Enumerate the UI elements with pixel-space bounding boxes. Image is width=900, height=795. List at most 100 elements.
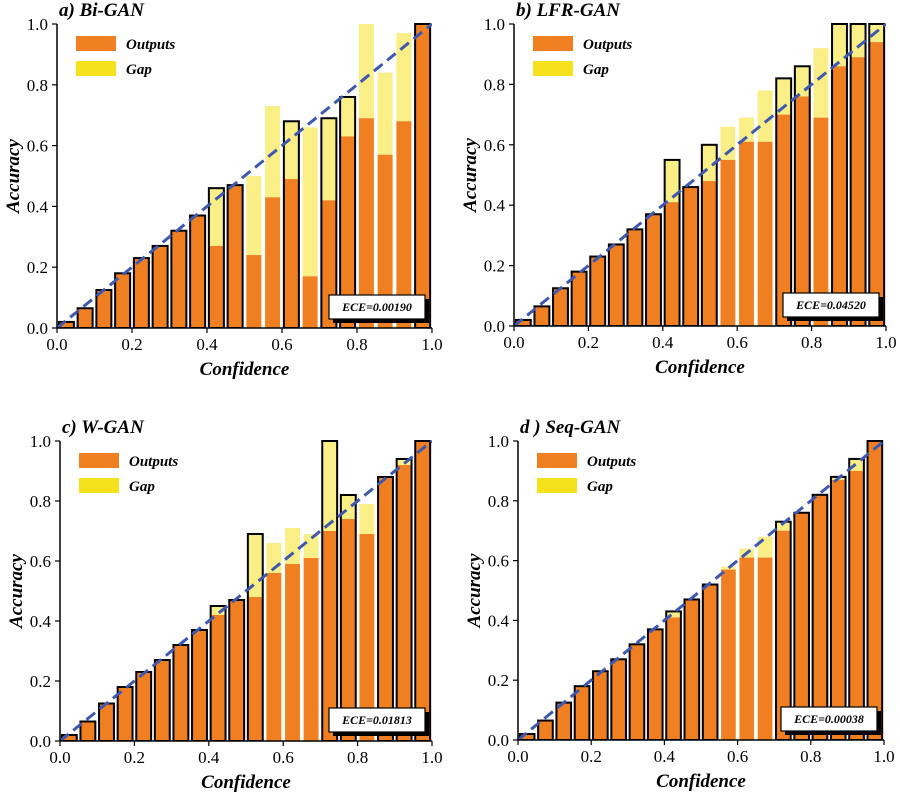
x-tick-label: 0.6 xyxy=(727,747,748,766)
y-axis-title: Accuracy xyxy=(6,554,27,629)
plot-area xyxy=(514,23,886,326)
bin-outline xyxy=(831,23,848,326)
gap-bar xyxy=(757,90,773,142)
x-tick-label: 0.4 xyxy=(196,335,218,354)
panel-title: b) LFR-GAN xyxy=(516,0,621,21)
gap-bar xyxy=(377,72,393,155)
bin-outline xyxy=(811,493,829,740)
gap-bar xyxy=(246,176,262,256)
ece-box xyxy=(780,706,878,732)
gap-bar xyxy=(720,126,736,160)
output-bar xyxy=(77,308,93,328)
y-tick-label: 0.4 xyxy=(484,196,506,215)
output-bar xyxy=(192,630,207,741)
ece-label: ECE=0.00038 xyxy=(793,712,864,726)
output-bar xyxy=(415,24,431,328)
output-bar xyxy=(664,202,680,326)
output-bar xyxy=(519,734,535,740)
output-bar xyxy=(830,479,846,740)
bin-outline xyxy=(775,77,793,326)
output-bar xyxy=(608,244,624,326)
output-bar xyxy=(739,141,754,326)
output-bar xyxy=(571,271,587,326)
output-bar xyxy=(171,230,187,328)
x-axis-title: Confidence xyxy=(655,357,745,378)
output-bar xyxy=(303,558,319,741)
bin-outline xyxy=(628,643,646,740)
legend-outputs-swatch xyxy=(79,453,119,468)
y-tick-label: 0.0 xyxy=(27,319,48,338)
ece-box xyxy=(328,707,426,733)
gap-bar xyxy=(321,118,337,201)
bin-outline xyxy=(414,440,432,741)
x-tick-label: 0.0 xyxy=(507,747,528,766)
output-bar xyxy=(340,519,356,741)
output-bar xyxy=(285,564,300,741)
output-bar xyxy=(776,114,792,326)
gap-bar xyxy=(210,606,226,615)
output-bar xyxy=(812,494,828,740)
gap-bar xyxy=(832,24,847,67)
panel-title: a) Bi-GAN xyxy=(59,0,145,21)
gap-bar xyxy=(739,117,754,142)
gap-bar xyxy=(396,33,412,122)
plot-area xyxy=(60,440,432,741)
output-bar xyxy=(794,512,809,740)
panel-title: d ) Seq-GAN xyxy=(520,417,622,438)
output-bar xyxy=(702,584,718,740)
output-bar xyxy=(590,256,606,326)
x-tick-label: 0.6 xyxy=(273,748,294,767)
output-bar xyxy=(646,214,661,326)
bin-outline xyxy=(866,440,884,740)
legend-outputs-label: Outputs xyxy=(129,454,178,470)
legend-gap-label: Gap xyxy=(587,479,613,495)
x-tick-label: 0.8 xyxy=(347,748,368,767)
output-bar xyxy=(61,735,77,741)
y-tick-label: 1.0 xyxy=(30,432,51,451)
y-axis-title: Accuracy xyxy=(3,139,24,214)
x-axis-title: Confidence xyxy=(201,772,291,793)
x-tick-label: 0.0 xyxy=(503,333,524,352)
legend-gap-swatch xyxy=(79,478,119,493)
panel-b: 0.0 0.2 0.4 0.6 0.8 1.0 0.0 0.2 0.4 0.6 0.8 1.0 Conf… xyxy=(460,0,897,378)
y-tick-label: 0.4 xyxy=(27,197,49,216)
panel-c: 0.0 0.2 0.4 0.6 0.8 1.0 0.0 0.2 0.4 0.6 0.8 1.0 Conf… xyxy=(6,417,443,793)
output-bar xyxy=(246,255,262,328)
y-tick-label: 0.6 xyxy=(27,137,48,156)
ece-label: ECE=0.00190 xyxy=(341,300,412,314)
y-tick-label: 1.0 xyxy=(27,15,48,34)
legend-gap-label: Gap xyxy=(583,62,609,78)
y-tick-label: 0.6 xyxy=(484,136,505,155)
output-bar xyxy=(574,686,590,740)
legend-gap-swatch xyxy=(76,61,116,76)
bin-outline xyxy=(868,23,886,326)
bin-outline xyxy=(793,511,810,740)
output-bar xyxy=(776,530,791,740)
panel-a: 0.0 0.2 0.4 0.6 0.8 1.0 0.0 0.2 0.4 0.6 0.8 1.0 Conf… xyxy=(3,0,443,380)
output-bar xyxy=(96,290,112,328)
y-tick-label: 0.0 xyxy=(484,317,505,336)
output-bar xyxy=(553,288,568,326)
bin-outline xyxy=(682,186,700,326)
y-tick-label: 0.2 xyxy=(488,671,509,690)
bin-outline xyxy=(537,719,554,740)
x-tick-label: 0.8 xyxy=(346,335,367,354)
y-tick-label: 1.0 xyxy=(488,432,509,451)
x-tick-label: 0.6 xyxy=(271,335,292,354)
output-bar xyxy=(832,66,847,326)
ece-box xyxy=(328,294,426,320)
legend-outputs-label: Outputs xyxy=(587,454,636,470)
bin-outline xyxy=(663,158,681,326)
output-bar xyxy=(396,465,412,741)
y-tick-label: 0.8 xyxy=(30,492,51,511)
output-bar xyxy=(359,534,375,741)
panel-d: 0.0 0.2 0.4 0.6 0.8 1.0 0.0 0.2 0.4 0.6 0.8 1.0 Conf… xyxy=(464,417,895,792)
y-tick-label: 0.0 xyxy=(488,731,509,750)
x-axis-title: Confidence xyxy=(656,771,746,792)
output-bar xyxy=(302,276,318,328)
output-bar xyxy=(208,245,224,328)
output-bar xyxy=(684,599,700,740)
ece-box xyxy=(782,292,880,318)
y-axis-title: Accuracy xyxy=(460,138,481,213)
